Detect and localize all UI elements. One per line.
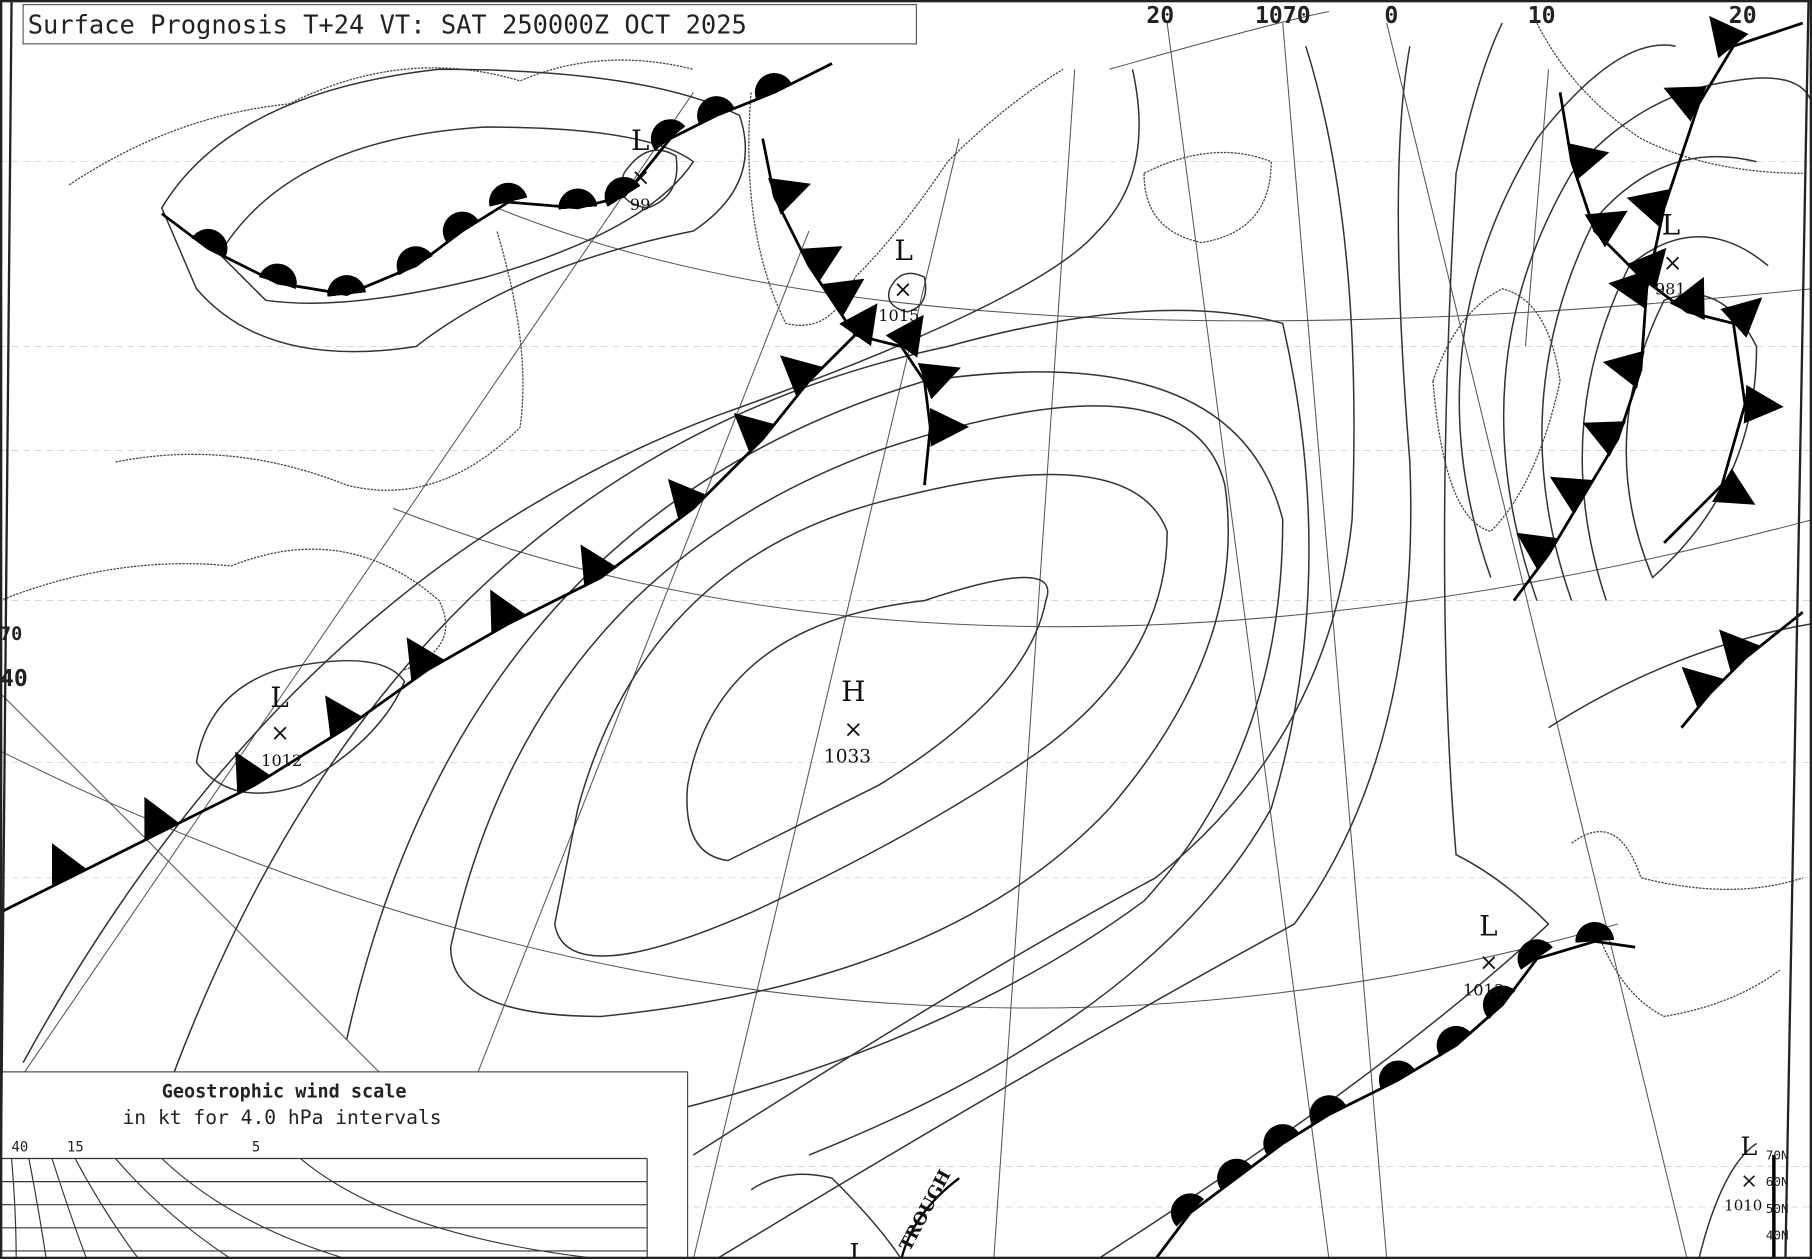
low-center: L × 981 bbox=[1655, 208, 1686, 298]
svg-text:L: L bbox=[1479, 910, 1497, 943]
svg-text:1033: 1033 bbox=[824, 746, 871, 767]
lon-label: 1070 bbox=[1255, 3, 1311, 29]
svg-text:1015: 1015 bbox=[878, 306, 919, 325]
wind-scale-title: Geostrophic wind scale bbox=[162, 1081, 407, 1102]
coastlines bbox=[0, 22, 1803, 1018]
lat-label: 60N bbox=[1766, 1174, 1789, 1189]
svg-text:×: × bbox=[631, 165, 650, 191]
pressure-centers: L × 99 L × 1015 L × 981 L × 1012 H × 1033 L × 1013 L… bbox=[261, 124, 1762, 1259]
trough-label: TROUGH bbox=[896, 1167, 955, 1255]
lat-label: 70N bbox=[1766, 1148, 1789, 1163]
svg-text:99: 99 bbox=[630, 195, 651, 214]
svg-text:L: L bbox=[1662, 208, 1680, 241]
front-east-lower bbox=[1680, 611, 1804, 729]
wind-scale-subtitle: in kt for 4.0 hPa intervals bbox=[122, 1106, 441, 1129]
lat-label: 40N bbox=[1766, 1227, 1789, 1242]
title-box bbox=[22, 4, 917, 45]
svg-text:×: × bbox=[1663, 250, 1682, 276]
svg-text:1010: 1010 bbox=[1724, 1196, 1762, 1214]
warm-front-north bbox=[160, 62, 833, 297]
cold-front-atlantic bbox=[0, 333, 857, 914]
lat-label: 70 bbox=[0, 624, 22, 645]
geostrophic-wind-scale: Geostrophic wind scale in kt for 4.0 hPa… bbox=[0, 1071, 689, 1259]
low-center: L × 1012 bbox=[261, 681, 302, 770]
low-center: L × 1015 bbox=[878, 234, 919, 325]
svg-text:L: L bbox=[1740, 1131, 1757, 1161]
occluded-front bbox=[761, 138, 970, 486]
high-center: H × 1033 bbox=[824, 675, 871, 767]
trough-line bbox=[900, 1177, 960, 1259]
front-east-secondary bbox=[1558, 92, 1784, 544]
weather-fronts bbox=[0, 15, 1804, 1259]
lon-label: 0 bbox=[1384, 3, 1398, 29]
svg-text:L: L bbox=[849, 1237, 866, 1259]
lat-label: 50N bbox=[1766, 1201, 1789, 1216]
low-center: L × 1010 bbox=[1724, 1131, 1762, 1214]
svg-text:1012: 1012 bbox=[261, 751, 302, 770]
lon-label: 20 bbox=[1146, 3, 1174, 29]
svg-text:L: L bbox=[270, 681, 288, 714]
svg-text:×: × bbox=[1479, 950, 1498, 976]
low-center: L × 99 bbox=[630, 124, 651, 214]
wind-scale-tick: 5 bbox=[252, 1140, 260, 1156]
svg-text:H: H bbox=[841, 675, 865, 708]
low-center: L × 1013 bbox=[1463, 910, 1504, 1000]
wind-scale-tick: 15 bbox=[67, 1140, 84, 1156]
svg-text:981: 981 bbox=[1655, 280, 1686, 299]
right-edge-lat-scale: 70N 60N 50N 40N bbox=[1766, 1148, 1789, 1259]
svg-text:×: × bbox=[270, 720, 289, 746]
chart-title: Surface Prognosis T+24 VT: SAT 250000Z O… bbox=[28, 10, 747, 40]
lon-label: 20 bbox=[1729, 3, 1757, 29]
svg-text:×: × bbox=[844, 717, 863, 743]
lon-label: 10 bbox=[1528, 3, 1556, 29]
svg-text:×: × bbox=[1740, 1168, 1757, 1192]
cold-front-south bbox=[1154, 921, 1636, 1259]
low-center: L bbox=[849, 1237, 866, 1259]
svg-text:L: L bbox=[631, 124, 649, 157]
wind-scale-tick: 40 bbox=[12, 1140, 29, 1156]
svg-text:L: L bbox=[894, 234, 912, 267]
svg-text:1013: 1013 bbox=[1463, 981, 1504, 1000]
svg-text:×: × bbox=[893, 277, 912, 303]
